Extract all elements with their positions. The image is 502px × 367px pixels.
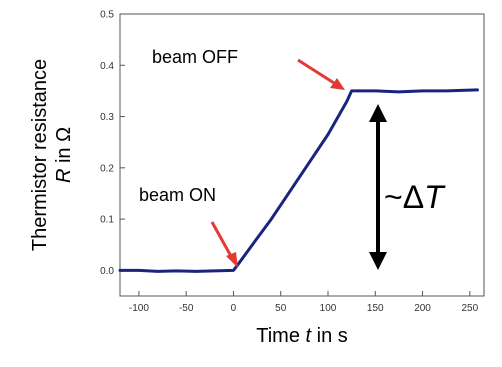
- y-tick-label: 0.2: [100, 163, 114, 174]
- x-axis-label-var: t: [306, 325, 313, 347]
- x-tick-label: 150: [367, 303, 384, 314]
- beam-on-label: beam ON: [139, 185, 216, 205]
- x-tick-label: 0: [231, 303, 237, 314]
- delta-t-label: ~ΔT: [384, 179, 446, 215]
- beam-off-label: beam OFF: [152, 47, 238, 67]
- x-tick-label: 200: [414, 303, 431, 314]
- x-tick-label: 100: [320, 303, 337, 314]
- delta-t-arrow: [369, 104, 387, 270]
- y-axis-label-var: R: [53, 169, 75, 183]
- y-ticks: 0.0 0.1 0.2 0.3 0.4 0.5: [100, 10, 125, 277]
- y-tick-label: 0.3: [100, 112, 114, 123]
- delta-prefix: ~Δ: [384, 179, 424, 215]
- y-tick-label: 0.1: [100, 215, 114, 226]
- x-ticks: -100 -50 0 50 100 150 200 250: [129, 291, 479, 314]
- x-axis-label-suffix: in s: [311, 325, 348, 347]
- y-tick-label: 0.0: [100, 266, 114, 277]
- x-axis-label: Time t in s: [256, 325, 348, 347]
- x-tick-label: 250: [461, 303, 478, 314]
- y-tick-label: 0.5: [100, 10, 114, 21]
- x-axis-label-prefix: Time: [256, 325, 305, 347]
- plot-frame: [119, 13, 485, 297]
- beam-on-arrow: [210, 221, 238, 268]
- y-tick-label: 0.4: [100, 61, 114, 72]
- x-tick-label: -100: [129, 303, 149, 314]
- y-axis-label-suffix: in Ω: [53, 127, 75, 169]
- series-line: [118, 88, 479, 273]
- y-axis-label-line1: Thermistor resistance: [29, 59, 51, 251]
- x-tick-label: 50: [275, 303, 287, 314]
- x-tick-label: -50: [179, 303, 194, 314]
- beam-off-arrow: [297, 58, 345, 90]
- y-axis-label-line2: R in Ω: [53, 127, 75, 183]
- delta-var: T: [424, 179, 446, 215]
